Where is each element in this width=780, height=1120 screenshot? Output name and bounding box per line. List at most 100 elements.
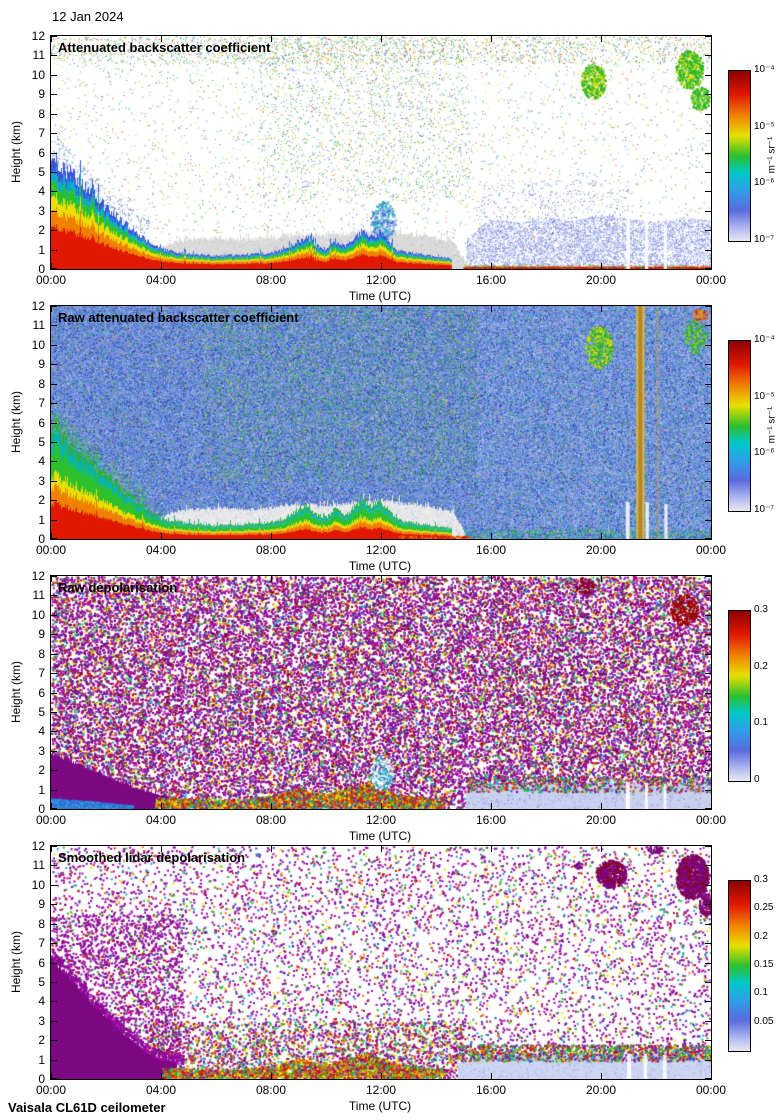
y-tick-label: 0 <box>38 262 45 276</box>
y-tick-label: 4 <box>38 184 45 199</box>
y-tick-label: 7 <box>38 666 45 681</box>
x-tick-label: 00:00 <box>35 1083 67 1097</box>
x-tick-label: 00:00 <box>695 543 727 557</box>
x-tick-mark <box>711 1073 712 1079</box>
panel-raw-depolarisation: Height (km) Raw depolarisation 00:00 04:0… <box>0 569 780 845</box>
y-tick-label: 8 <box>38 646 45 661</box>
x-tick-label: 12:00 <box>365 543 397 557</box>
x-tick-mark <box>711 263 712 269</box>
x-tick-label: 08:00 <box>255 813 287 827</box>
colorbar-tick-label: 0.1 <box>754 717 768 729</box>
y-tick-label: 5 <box>38 974 45 989</box>
panel-title: Raw depolarisation <box>58 580 178 595</box>
x-tick-label: 12:00 <box>365 813 397 827</box>
y-tick-label: 6 <box>38 145 45 160</box>
y-tick-label: 7 <box>38 126 45 141</box>
colorbar-ticks: 10⁻⁴ 10⁻⁵ 10⁻⁶ 10⁻⁷ <box>754 334 780 515</box>
x-tick-label: 16:00 <box>475 1083 507 1097</box>
y-tick-label: 3 <box>38 473 45 488</box>
y-tick-label: 2 <box>38 223 45 238</box>
colorbar-tick-label: 10⁻⁵ <box>754 120 775 132</box>
x-tick-label: 00:00 <box>35 813 67 827</box>
plot-area: Raw depolarisation 00:00 04:00 08:00 12:00 1… <box>32 569 726 827</box>
heatmap-canvas <box>51 846 711 1079</box>
y-tick-label: 9 <box>38 627 45 642</box>
x-axis-label: Time (UTC) <box>348 559 412 573</box>
colorbar-tick-label: 0.05 <box>754 1015 774 1027</box>
y-tick-label: 1 <box>38 782 45 797</box>
y-tick-label: 5 <box>38 704 45 719</box>
panel-smoothed-lidar-depolarisation: Height (km) Smoothed lidar depolarisatio… <box>0 839 780 1115</box>
x-tick-mark <box>711 533 712 539</box>
colorbar <box>728 340 751 512</box>
colorbar-ticks: 0.3 0.2 0.1 0 <box>754 604 780 785</box>
x-tick-mark <box>711 576 712 582</box>
colorbar-tick-label: 10⁻⁶ <box>754 177 775 189</box>
colorbar-tick-label: 0.2 <box>754 660 768 672</box>
y-tick-label: 2 <box>38 763 45 778</box>
colorbar <box>728 70 751 242</box>
y-tick-label: 8 <box>38 916 45 931</box>
y-axis-label: Height (km) <box>9 390 23 454</box>
x-tick-label: 00:00 <box>35 543 67 557</box>
y-tick-label: 10 <box>31 607 45 622</box>
y-tick-label: 5 <box>38 164 45 179</box>
y-tick-label: 0 <box>38 802 45 816</box>
colorbar-units: m⁻¹ sr⁻¹ <box>766 136 778 174</box>
colorbar-ticks: 10⁻⁴ 10⁻⁵ 10⁻⁶ 10⁻⁷ <box>754 64 780 245</box>
colorbar-ticks: 0.3 0.25 0.2 0.15 0.1 0.05 <box>754 874 780 1050</box>
colorbar-tick-label: 10⁻⁴ <box>754 334 775 345</box>
y-tick-label: 6 <box>38 955 45 970</box>
y-tick-label: 1 <box>38 1052 45 1067</box>
y-tick-label: 7 <box>38 936 45 951</box>
colorbar-tick-label: 0.2 <box>754 930 768 942</box>
colorbar-tick-label: 0.3 <box>754 604 768 615</box>
panel-title: Attenuated backscatter coefficient <box>58 40 271 55</box>
instrument-label: Vaisala CL61D ceilometer <box>8 1100 166 1115</box>
y-tick-label: 3 <box>38 1013 45 1028</box>
y-tick-label: 4 <box>38 724 45 739</box>
y-tick-label: 12 <box>31 29 45 43</box>
colorbar-tick-label: 10⁻⁷ <box>754 234 775 245</box>
x-tick-label: 16:00 <box>475 543 507 557</box>
x-tick-label: 12:00 <box>365 273 397 287</box>
x-tick-label: 04:00 <box>145 543 177 557</box>
y-tick-label: 11 <box>32 858 45 873</box>
x-axis-label: Time (UTC) <box>348 289 412 303</box>
y-tick-label: 11 <box>32 588 45 603</box>
y-tick-label: 4 <box>38 994 45 1009</box>
x-tick-label: 16:00 <box>475 273 507 287</box>
plot-area: Smoothed lidar depolarisation 00:00 04:00… <box>32 839 726 1097</box>
y-axis-label: Height (km) <box>9 930 23 994</box>
x-tick-mark <box>711 36 712 42</box>
colorbar-tick-label: 0.1 <box>754 987 768 999</box>
y-axis-label: Height (km) <box>9 660 23 724</box>
y-tick-label: 1 <box>38 242 45 257</box>
y-tick-label: 6 <box>38 685 45 700</box>
panel-title: Raw attenuated backscatter coefficient <box>58 310 299 325</box>
plot-area: Raw attenuated backscatter coefficient 0… <box>32 299 726 557</box>
colorbar-tick-label: 10⁻⁴ <box>754 64 775 75</box>
x-tick-label: 20:00 <box>585 1083 617 1097</box>
colorbar-tick-label: 10⁻⁷ <box>754 504 775 515</box>
y-tick-label: 8 <box>38 106 45 121</box>
y-tick-label: 1 <box>38 512 45 527</box>
colorbar-tick-label: 0.15 <box>754 959 774 970</box>
colorbar-tick-label: 0.3 <box>754 874 768 885</box>
x-tick-mark <box>711 306 712 312</box>
x-tick-label: 12:00 <box>365 1083 397 1097</box>
y-tick-label: 3 <box>38 203 45 218</box>
y-tick-label: 9 <box>38 87 45 102</box>
colorbar-tick-label: 0.25 <box>754 902 774 914</box>
y-tick-label: 9 <box>38 897 45 912</box>
y-tick-label: 3 <box>38 743 45 758</box>
x-tick-label: 00:00 <box>695 273 727 287</box>
x-tick-label: 08:00 <box>255 273 287 287</box>
y-tick-label: 10 <box>31 877 45 892</box>
y-tick-label: 5 <box>38 434 45 449</box>
heatmap-canvas <box>51 306 711 539</box>
y-tick-label: 10 <box>31 337 45 352</box>
y-tick-label: 10 <box>31 67 45 82</box>
x-tick-label: 08:00 <box>255 543 287 557</box>
